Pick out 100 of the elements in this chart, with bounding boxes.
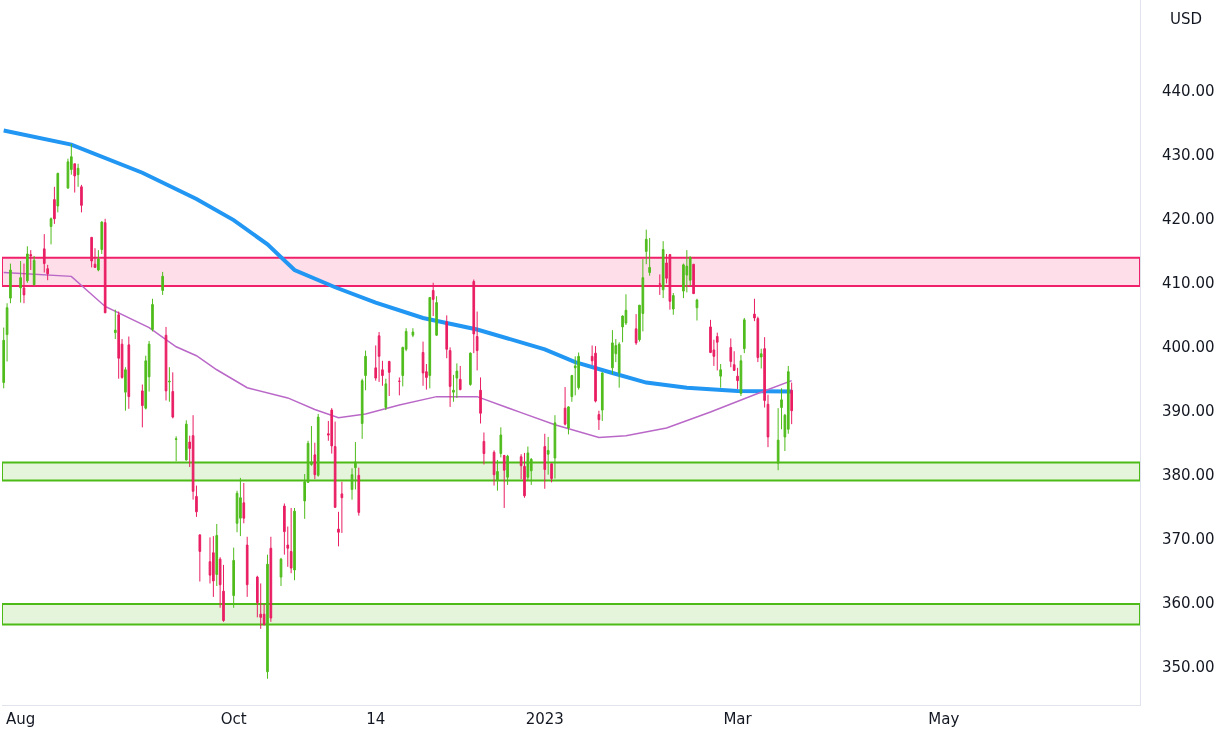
candlestick [49, 217, 53, 245]
candlestick [174, 435, 178, 462]
candlestick [171, 371, 175, 419]
candlestick [482, 431, 486, 465]
y-tick-label: 410.00 [1162, 274, 1215, 293]
y-tick-label: 400.00 [1162, 337, 1215, 356]
candlestick [198, 534, 202, 583]
candlestick [73, 163, 77, 194]
candlestick [124, 366, 127, 412]
candlestick [573, 355, 577, 396]
candlestick [117, 311, 120, 380]
candlestick [719, 363, 722, 389]
candlestick [9, 263, 12, 304]
candlestick [387, 360, 391, 397]
candlestick [269, 536, 273, 623]
candlestick [790, 382, 793, 425]
candlestick [469, 352, 472, 387]
candlestick [293, 507, 296, 581]
candlestick [384, 378, 388, 411]
candlestick [357, 467, 361, 517]
candlestick [553, 414, 557, 480]
y-tick-label: 370.00 [1162, 529, 1215, 548]
candlestick [215, 523, 219, 587]
candlestick [563, 386, 567, 426]
x-tick-label: Aug [5, 710, 36, 728]
candlestick [151, 298, 154, 332]
candlestick [668, 253, 672, 311]
candlestick [458, 365, 462, 391]
y-axis-title: USD [1170, 10, 1203, 28]
candlestick [428, 296, 432, 389]
y-tick-label: 360.00 [1162, 593, 1215, 612]
candlestick [658, 273, 662, 296]
candlestick [499, 426, 503, 458]
candlestick [80, 184, 83, 213]
candlestick [53, 186, 56, 225]
candlestick [161, 271, 164, 296]
candlestick [26, 245, 29, 284]
candlestick [567, 405, 570, 435]
candlestick [502, 454, 506, 509]
candlestick [141, 383, 144, 428]
y-tick-label: 380.00 [1162, 465, 1215, 484]
candlestick [113, 309, 117, 340]
candlestick [594, 345, 597, 403]
x-tick-label: Oct [220, 710, 247, 728]
candlestick [32, 255, 36, 286]
candlestick [245, 536, 249, 598]
candlestick [776, 407, 780, 471]
candlestick [316, 413, 320, 478]
candlestick [313, 442, 317, 480]
x-tick-label: 14 [366, 710, 386, 728]
candlestick [289, 507, 293, 574]
candlestick [279, 557, 283, 587]
candlestick [492, 449, 496, 487]
candlestick [617, 341, 621, 389]
candlestick [212, 535, 215, 598]
y-tick-label: 350.00 [1162, 657, 1215, 676]
candlestick [479, 376, 482, 425]
x-tick-label: 2023 [525, 710, 564, 728]
candlestick [455, 362, 459, 399]
candlestick [22, 263, 26, 304]
candlestick [239, 477, 242, 537]
candlestick [661, 240, 665, 299]
candlestick [543, 433, 547, 490]
candlestick [729, 337, 733, 368]
y-tick-label: 420.00 [1162, 210, 1215, 229]
candlestick [472, 279, 476, 354]
candlestick [90, 236, 93, 268]
candlestick [411, 327, 415, 338]
candlestick [421, 341, 425, 387]
candlestick [506, 454, 509, 486]
candlestick [475, 311, 479, 371]
candlestick [97, 249, 100, 272]
candlestick [526, 446, 530, 481]
candlestick [634, 313, 638, 346]
candlestick [597, 410, 601, 431]
candlestick [435, 295, 438, 337]
candlestick [100, 220, 104, 255]
candlestick [377, 331, 381, 383]
candlestick [570, 374, 574, 403]
candlestick [715, 332, 719, 371]
candlestick [266, 554, 269, 680]
candlestick [550, 462, 553, 483]
x-tick-label: Mar [723, 710, 753, 728]
candlestick [523, 452, 526, 499]
candlestick [577, 352, 580, 391]
candlestick [103, 218, 107, 314]
candlestick [600, 371, 604, 422]
candlestick [431, 282, 435, 317]
candlestick [739, 354, 743, 397]
candlestick [19, 260, 22, 304]
candlestick [76, 163, 80, 188]
candlestick [164, 326, 168, 401]
candlestick [127, 336, 131, 410]
candlestick [29, 249, 33, 271]
y-tick-label: 390.00 [1162, 401, 1215, 420]
candlestick [242, 482, 246, 524]
candlestick [759, 348, 763, 369]
candlestick [671, 292, 675, 316]
x-tick-label: May [928, 710, 960, 728]
candlestick [692, 263, 695, 295]
